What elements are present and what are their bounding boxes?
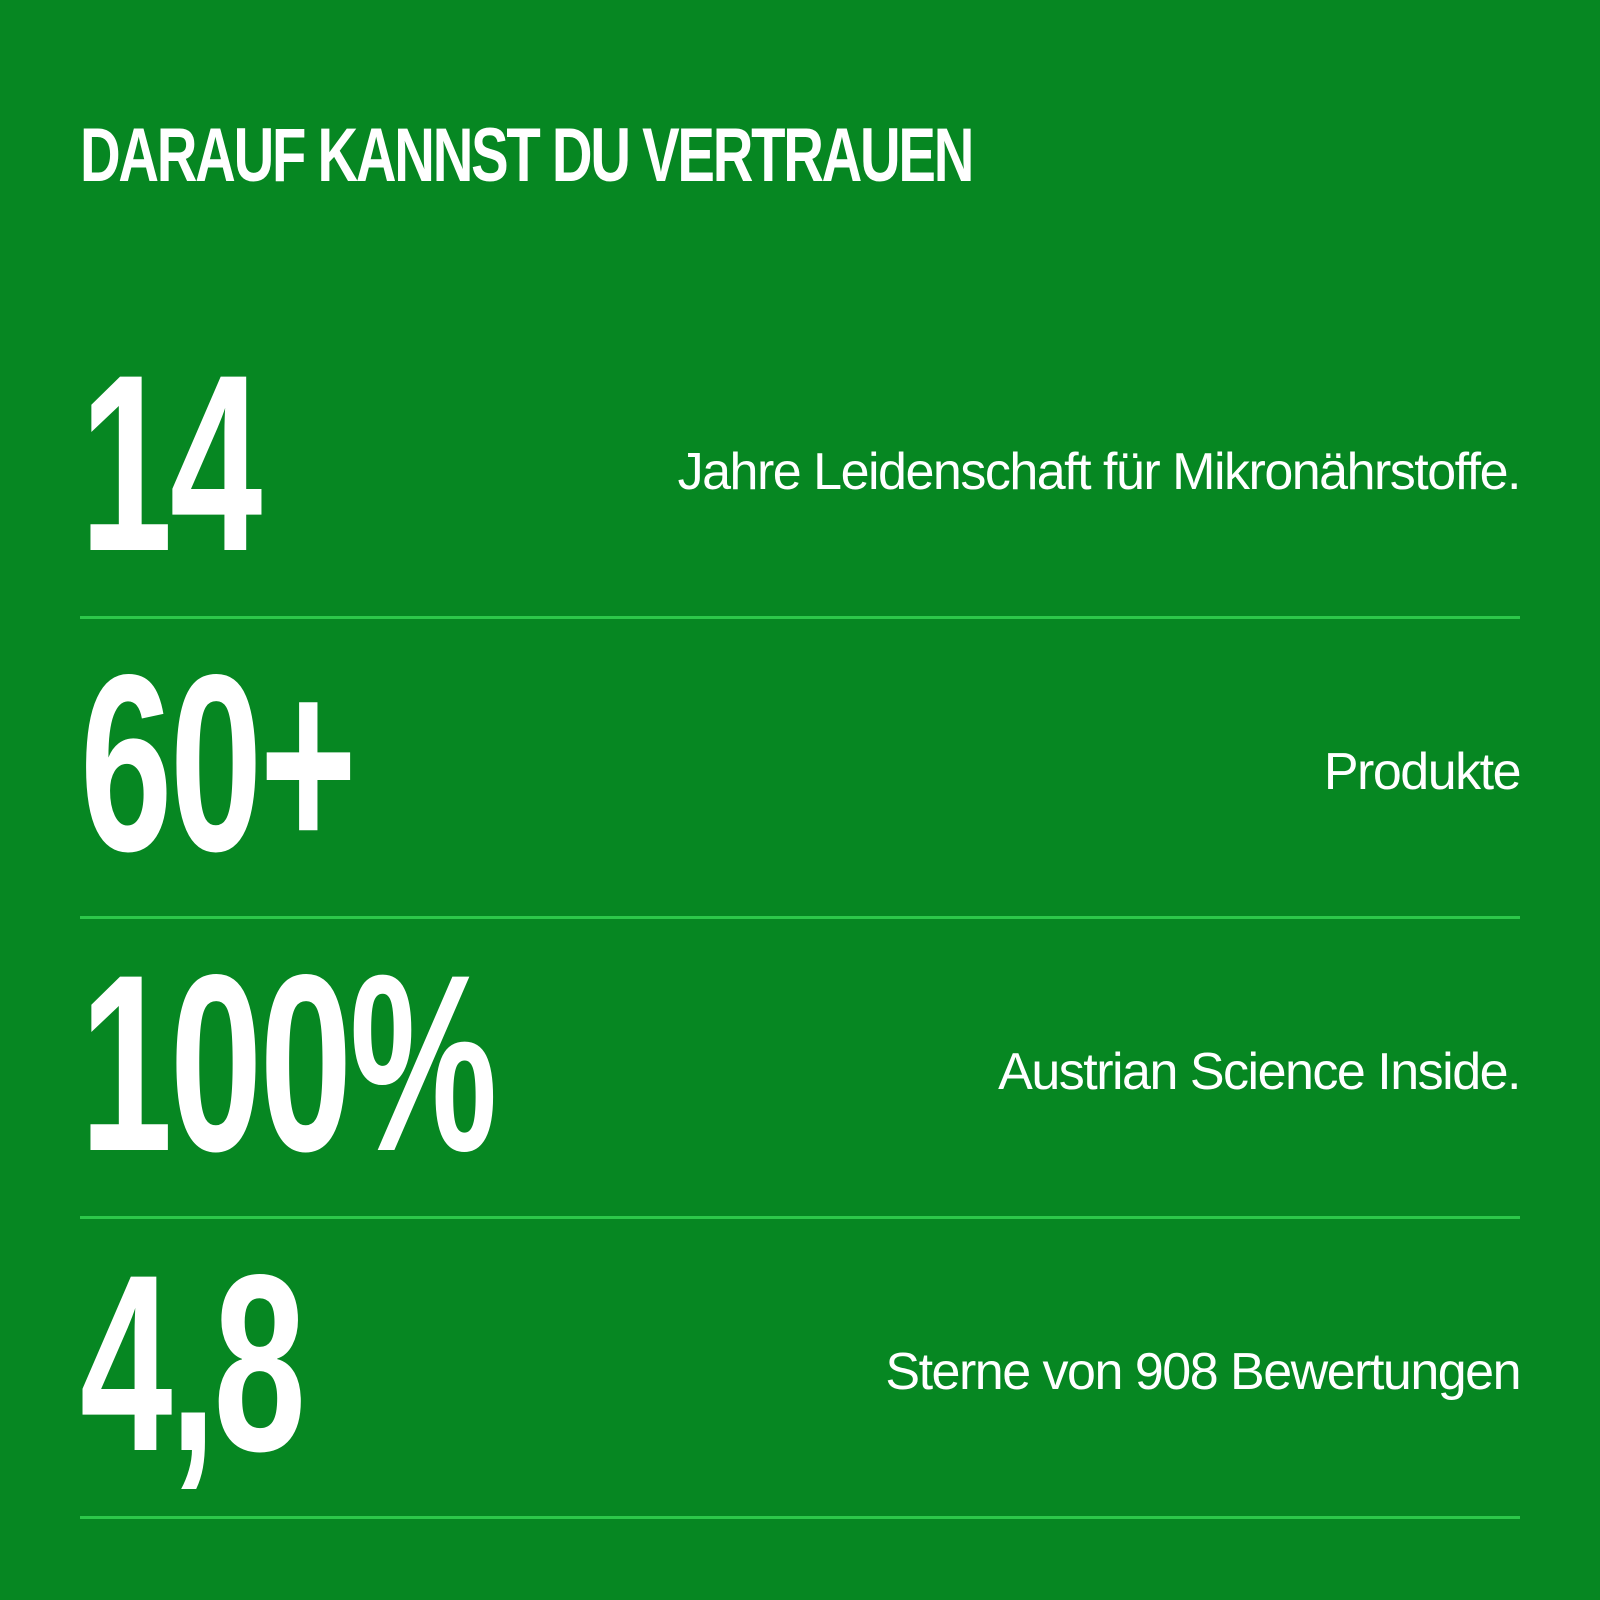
page-title: DARAUF KANNST DU VERTRAUEN	[80, 113, 974, 198]
stat-description-science: Austrian Science Inside.	[998, 1043, 1521, 1101]
divider	[80, 1516, 1520, 1519]
stat-description-years: Jahre Leidenschaft für Mikronährstoffe.	[677, 443, 1522, 501]
stat-description-products: Produkte	[1323, 743, 1522, 801]
stat-description-rating: Sterne von 908 Bewertungen	[885, 1343, 1521, 1401]
divider	[80, 916, 1520, 919]
stat-value-science: 100%	[80, 923, 497, 1204]
stat-value-years: 14	[80, 323, 262, 604]
divider	[80, 1216, 1520, 1219]
stat-value-rating: 4,8	[80, 1223, 306, 1504]
stat-value-products: 60+	[80, 623, 357, 904]
divider	[80, 616, 1520, 619]
